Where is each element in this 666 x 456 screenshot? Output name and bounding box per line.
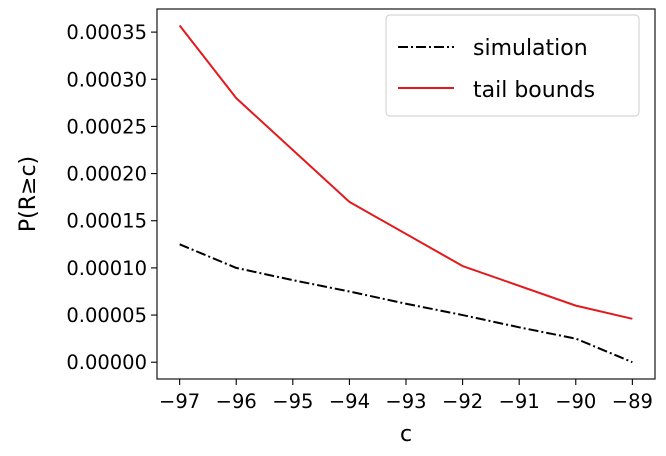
x-axis-label: c: [400, 422, 412, 447]
y-axis-label: P(R≥c): [16, 156, 41, 232]
x-axis-ticks: −97 −96 −95 −94 −93 −92 −91 −90 −89: [159, 379, 653, 413]
y-tick-label: 0.00015: [66, 210, 147, 233]
y-tick-label: 0.00025: [66, 115, 147, 138]
y-tick-label: 0.00000: [66, 351, 147, 374]
x-tick-label: −89: [612, 390, 653, 413]
x-tick-label: −93: [385, 390, 426, 413]
legend-label-simulation: simulation: [473, 36, 588, 61]
y-tick-label: 0.00020: [66, 163, 147, 186]
x-tick-label: −90: [555, 390, 596, 413]
x-tick-label: −92: [442, 390, 483, 413]
series-line-simulation: [179, 243, 633, 364]
series-layer: [178, 24, 633, 364]
legend-label-tail-bounds: tail bounds: [473, 78, 595, 103]
y-axis-ticks: 0.00000 0.00005 0.00010 0.00015 0.00020 0.000…: [66, 21, 157, 374]
y-tick-label: 0.00035: [66, 21, 147, 44]
y-tick-label: 0.00030: [66, 68, 147, 91]
y-tick-label: 0.00010: [66, 257, 147, 280]
x-tick-label: −94: [329, 390, 370, 413]
series-line-tail-bounds: [178, 24, 633, 320]
y-tick-label: 0.00005: [66, 304, 147, 327]
legend: simulation tail bounds: [385, 14, 640, 117]
x-tick-label: −95: [272, 390, 313, 413]
x-tick-label: −97: [159, 390, 200, 413]
legend-frame: [385, 14, 640, 117]
x-tick-label: −96: [216, 390, 257, 413]
x-tick-label: −91: [499, 390, 540, 413]
